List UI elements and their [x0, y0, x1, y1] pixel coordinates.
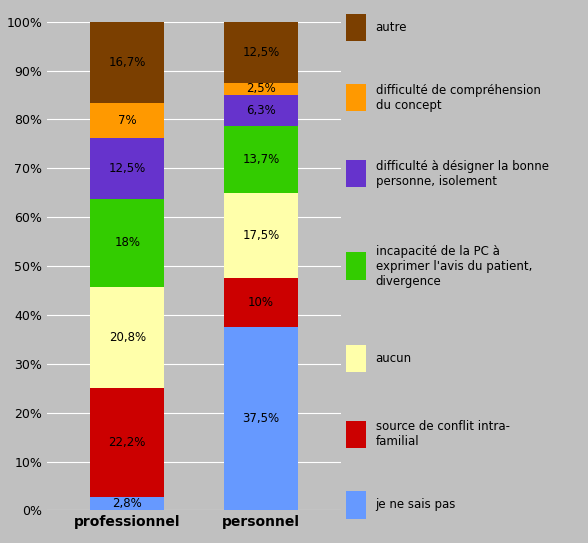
Text: 17,5%: 17,5% — [242, 229, 279, 242]
Text: 2,5%: 2,5% — [246, 83, 276, 96]
Text: autre: autre — [376, 21, 407, 34]
Text: 7%: 7% — [118, 114, 136, 127]
Bar — [91, 199, 164, 287]
Text: 10%: 10% — [248, 296, 274, 309]
Text: 22,2%: 22,2% — [109, 436, 146, 449]
Bar — [91, 137, 164, 199]
Bar — [224, 126, 298, 193]
Text: 20,8%: 20,8% — [109, 331, 146, 344]
Bar — [224, 22, 298, 83]
Bar — [91, 103, 164, 137]
Text: difficulté à désigner la bonne
personne, isolement: difficulté à désigner la bonne personne,… — [376, 160, 549, 188]
FancyBboxPatch shape — [346, 421, 366, 448]
FancyBboxPatch shape — [346, 14, 366, 41]
Text: 18%: 18% — [114, 236, 140, 249]
FancyBboxPatch shape — [346, 252, 366, 280]
Bar — [224, 95, 298, 126]
FancyBboxPatch shape — [346, 160, 366, 187]
Bar — [224, 327, 298, 510]
Text: 6,3%: 6,3% — [246, 104, 276, 117]
Text: aucun: aucun — [376, 352, 412, 365]
Text: source de conflit intra-
familial: source de conflit intra- familial — [376, 420, 510, 449]
Bar — [91, 388, 164, 497]
FancyBboxPatch shape — [346, 345, 366, 372]
Text: 12,5%: 12,5% — [242, 46, 279, 59]
Text: 12,5%: 12,5% — [109, 162, 146, 175]
Bar — [91, 22, 164, 103]
Text: 16,7%: 16,7% — [109, 56, 146, 69]
Bar — [224, 83, 298, 95]
Text: incapacité de la PC à
exprimer l'avis du patient,
divergence: incapacité de la PC à exprimer l'avis du… — [376, 244, 532, 288]
Text: 13,7%: 13,7% — [242, 153, 279, 166]
FancyBboxPatch shape — [346, 84, 366, 111]
Text: je ne sais pas: je ne sais pas — [376, 498, 456, 512]
FancyBboxPatch shape — [346, 491, 366, 519]
Bar — [91, 497, 164, 510]
Bar — [91, 287, 164, 388]
Bar — [224, 193, 298, 278]
Text: difficulté de compréhension
du concept: difficulté de compréhension du concept — [376, 84, 540, 112]
Bar — [224, 278, 298, 327]
Text: 2,8%: 2,8% — [112, 497, 142, 510]
Text: 37,5%: 37,5% — [242, 412, 279, 425]
